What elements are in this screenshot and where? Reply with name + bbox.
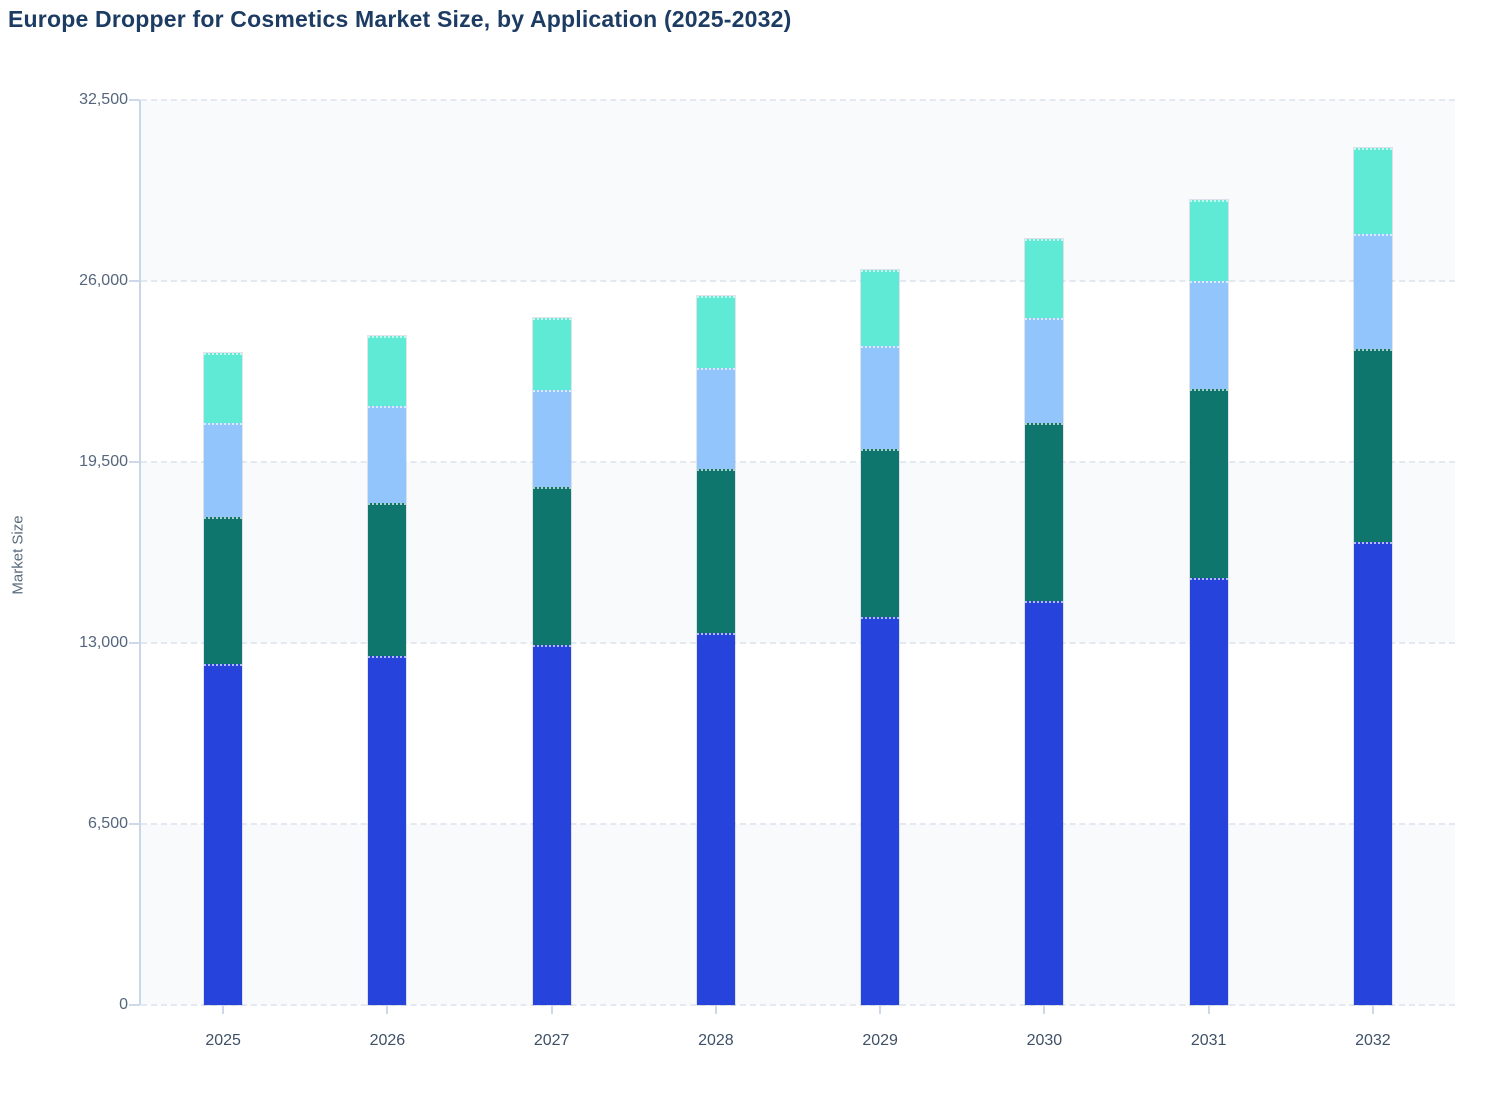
bar-2027[interactable]: [531, 317, 572, 1006]
bar-segment-2031-series-3-light-blue[interactable]: [1189, 281, 1228, 390]
bar-segment-2032-series-4-mint[interactable]: [1353, 147, 1392, 234]
gridline: [141, 280, 1455, 282]
bar-2025[interactable]: [203, 351, 244, 1007]
bar-segment-2025-series-1-blue[interactable]: [204, 663, 243, 1005]
y-tick-label: 0: [119, 996, 128, 1013]
bar-segment-2032-series-1-blue[interactable]: [1353, 541, 1392, 1005]
bar-segment-2027-series-3-light-blue[interactable]: [532, 390, 571, 488]
bar-segment-2030-series-4-mint[interactable]: [1025, 238, 1064, 319]
y-tick-label: 26,000: [79, 272, 128, 289]
y-tick-mark: [129, 642, 140, 644]
bar-segment-2029-series-2-teal[interactable]: [861, 449, 900, 618]
gridline: [141, 99, 1455, 101]
bar-segment-2031-series-2-teal[interactable]: [1189, 389, 1228, 579]
bar-segment-2030-series-3-light-blue[interactable]: [1025, 318, 1064, 424]
bar-segment-2027-series-2-teal[interactable]: [532, 487, 571, 645]
bar-segment-2030-series-2-teal[interactable]: [1025, 423, 1064, 601]
bar-segment-2025-series-2-teal[interactable]: [204, 516, 243, 664]
gridline: [141, 823, 1455, 825]
bar-2031[interactable]: [1188, 198, 1229, 1007]
bar-segment-2027-series-1-blue[interactable]: [532, 644, 571, 1005]
plot-band: [141, 281, 1455, 462]
x-tick-mark: [1371, 1005, 1374, 1014]
bar-segment-2030-series-1-blue[interactable]: [1025, 600, 1064, 1005]
plot-band: [141, 824, 1455, 1005]
y-tick-mark: [129, 823, 140, 825]
y-tick-label: 32,500: [79, 91, 128, 108]
bar-segment-2028-series-3-light-blue[interactable]: [696, 367, 735, 469]
bar-segment-2028-series-2-teal[interactable]: [696, 468, 735, 633]
y-axis-title: Market Size: [9, 515, 27, 595]
plot-band: [141, 462, 1455, 643]
bar-segment-2032-series-2-teal[interactable]: [1353, 348, 1392, 542]
bar-segment-2025-series-3-light-blue[interactable]: [204, 422, 243, 517]
bar-segment-2029-series-4-mint[interactable]: [861, 270, 900, 347]
gridline: [141, 461, 1455, 463]
plot-band: [141, 643, 1455, 824]
bar-segment-2029-series-3-light-blue[interactable]: [861, 346, 900, 450]
x-tick-label-2026: 2026: [369, 1032, 406, 1049]
plot-band: [141, 100, 1455, 281]
bar-2030[interactable]: [1024, 237, 1065, 1007]
y-tick-mark: [129, 461, 140, 463]
x-tick-mark: [222, 1005, 225, 1014]
bar-segment-2026-series-3-light-blue[interactable]: [368, 406, 407, 503]
x-tick-label-2032: 2032: [1355, 1032, 1391, 1049]
x-tick-label-2030: 2030: [1026, 1032, 1063, 1049]
plot-area: [141, 99, 1455, 1007]
bar-2028[interactable]: [695, 294, 736, 1007]
y-tick-mark: [129, 1004, 140, 1006]
y-tick-mark: [129, 280, 140, 282]
bar-segment-2026-series-2-teal[interactable]: [368, 502, 407, 657]
x-tick-label-2027: 2027: [533, 1032, 570, 1049]
y-tick-label: 6,500: [87, 815, 128, 832]
bar-segment-2028-series-1-blue[interactable]: [696, 632, 735, 1005]
gridline: [141, 642, 1455, 644]
bar-segment-2027-series-4-mint[interactable]: [532, 318, 571, 391]
x-tick-label-2025: 2025: [205, 1032, 241, 1049]
x-tick-mark: [386, 1005, 389, 1014]
bar-segment-2026-series-1-blue[interactable]: [368, 656, 407, 1005]
bar-segment-2032-series-3-light-blue[interactable]: [1353, 233, 1392, 349]
gridline: [141, 1004, 1455, 1006]
bar-segment-2026-series-4-mint[interactable]: [368, 336, 407, 407]
bar-2026[interactable]: [367, 335, 408, 1006]
y-axis-line: [139, 100, 141, 1005]
y-tick-label: 13,000: [79, 634, 128, 651]
bar-2032[interactable]: [1352, 146, 1393, 1007]
x-tick-mark: [550, 1005, 553, 1014]
x-tick-label-2029: 2029: [862, 1032, 898, 1049]
x-tick-mark: [879, 1005, 882, 1014]
y-tick-mark: [129, 99, 140, 101]
bar-segment-2028-series-4-mint[interactable]: [696, 295, 735, 368]
x-tick-mark: [1043, 1005, 1046, 1014]
y-tick-label: 19,500: [79, 453, 128, 470]
bar-2029[interactable]: [860, 269, 901, 1006]
x-tick-mark: [1207, 1005, 1210, 1014]
bar-segment-2029-series-1-blue[interactable]: [861, 617, 900, 1005]
x-tick-label-2031: 2031: [1190, 1032, 1227, 1049]
x-tick-mark: [714, 1005, 717, 1014]
x-tick-label-2028: 2028: [698, 1032, 734, 1049]
bar-segment-2031-series-4-mint[interactable]: [1189, 199, 1228, 281]
chart-title: Europe Dropper for Cosmetics Market Size…: [8, 6, 792, 32]
bar-segment-2031-series-1-blue[interactable]: [1189, 578, 1228, 1005]
bar-segment-2025-series-4-mint[interactable]: [204, 352, 243, 423]
